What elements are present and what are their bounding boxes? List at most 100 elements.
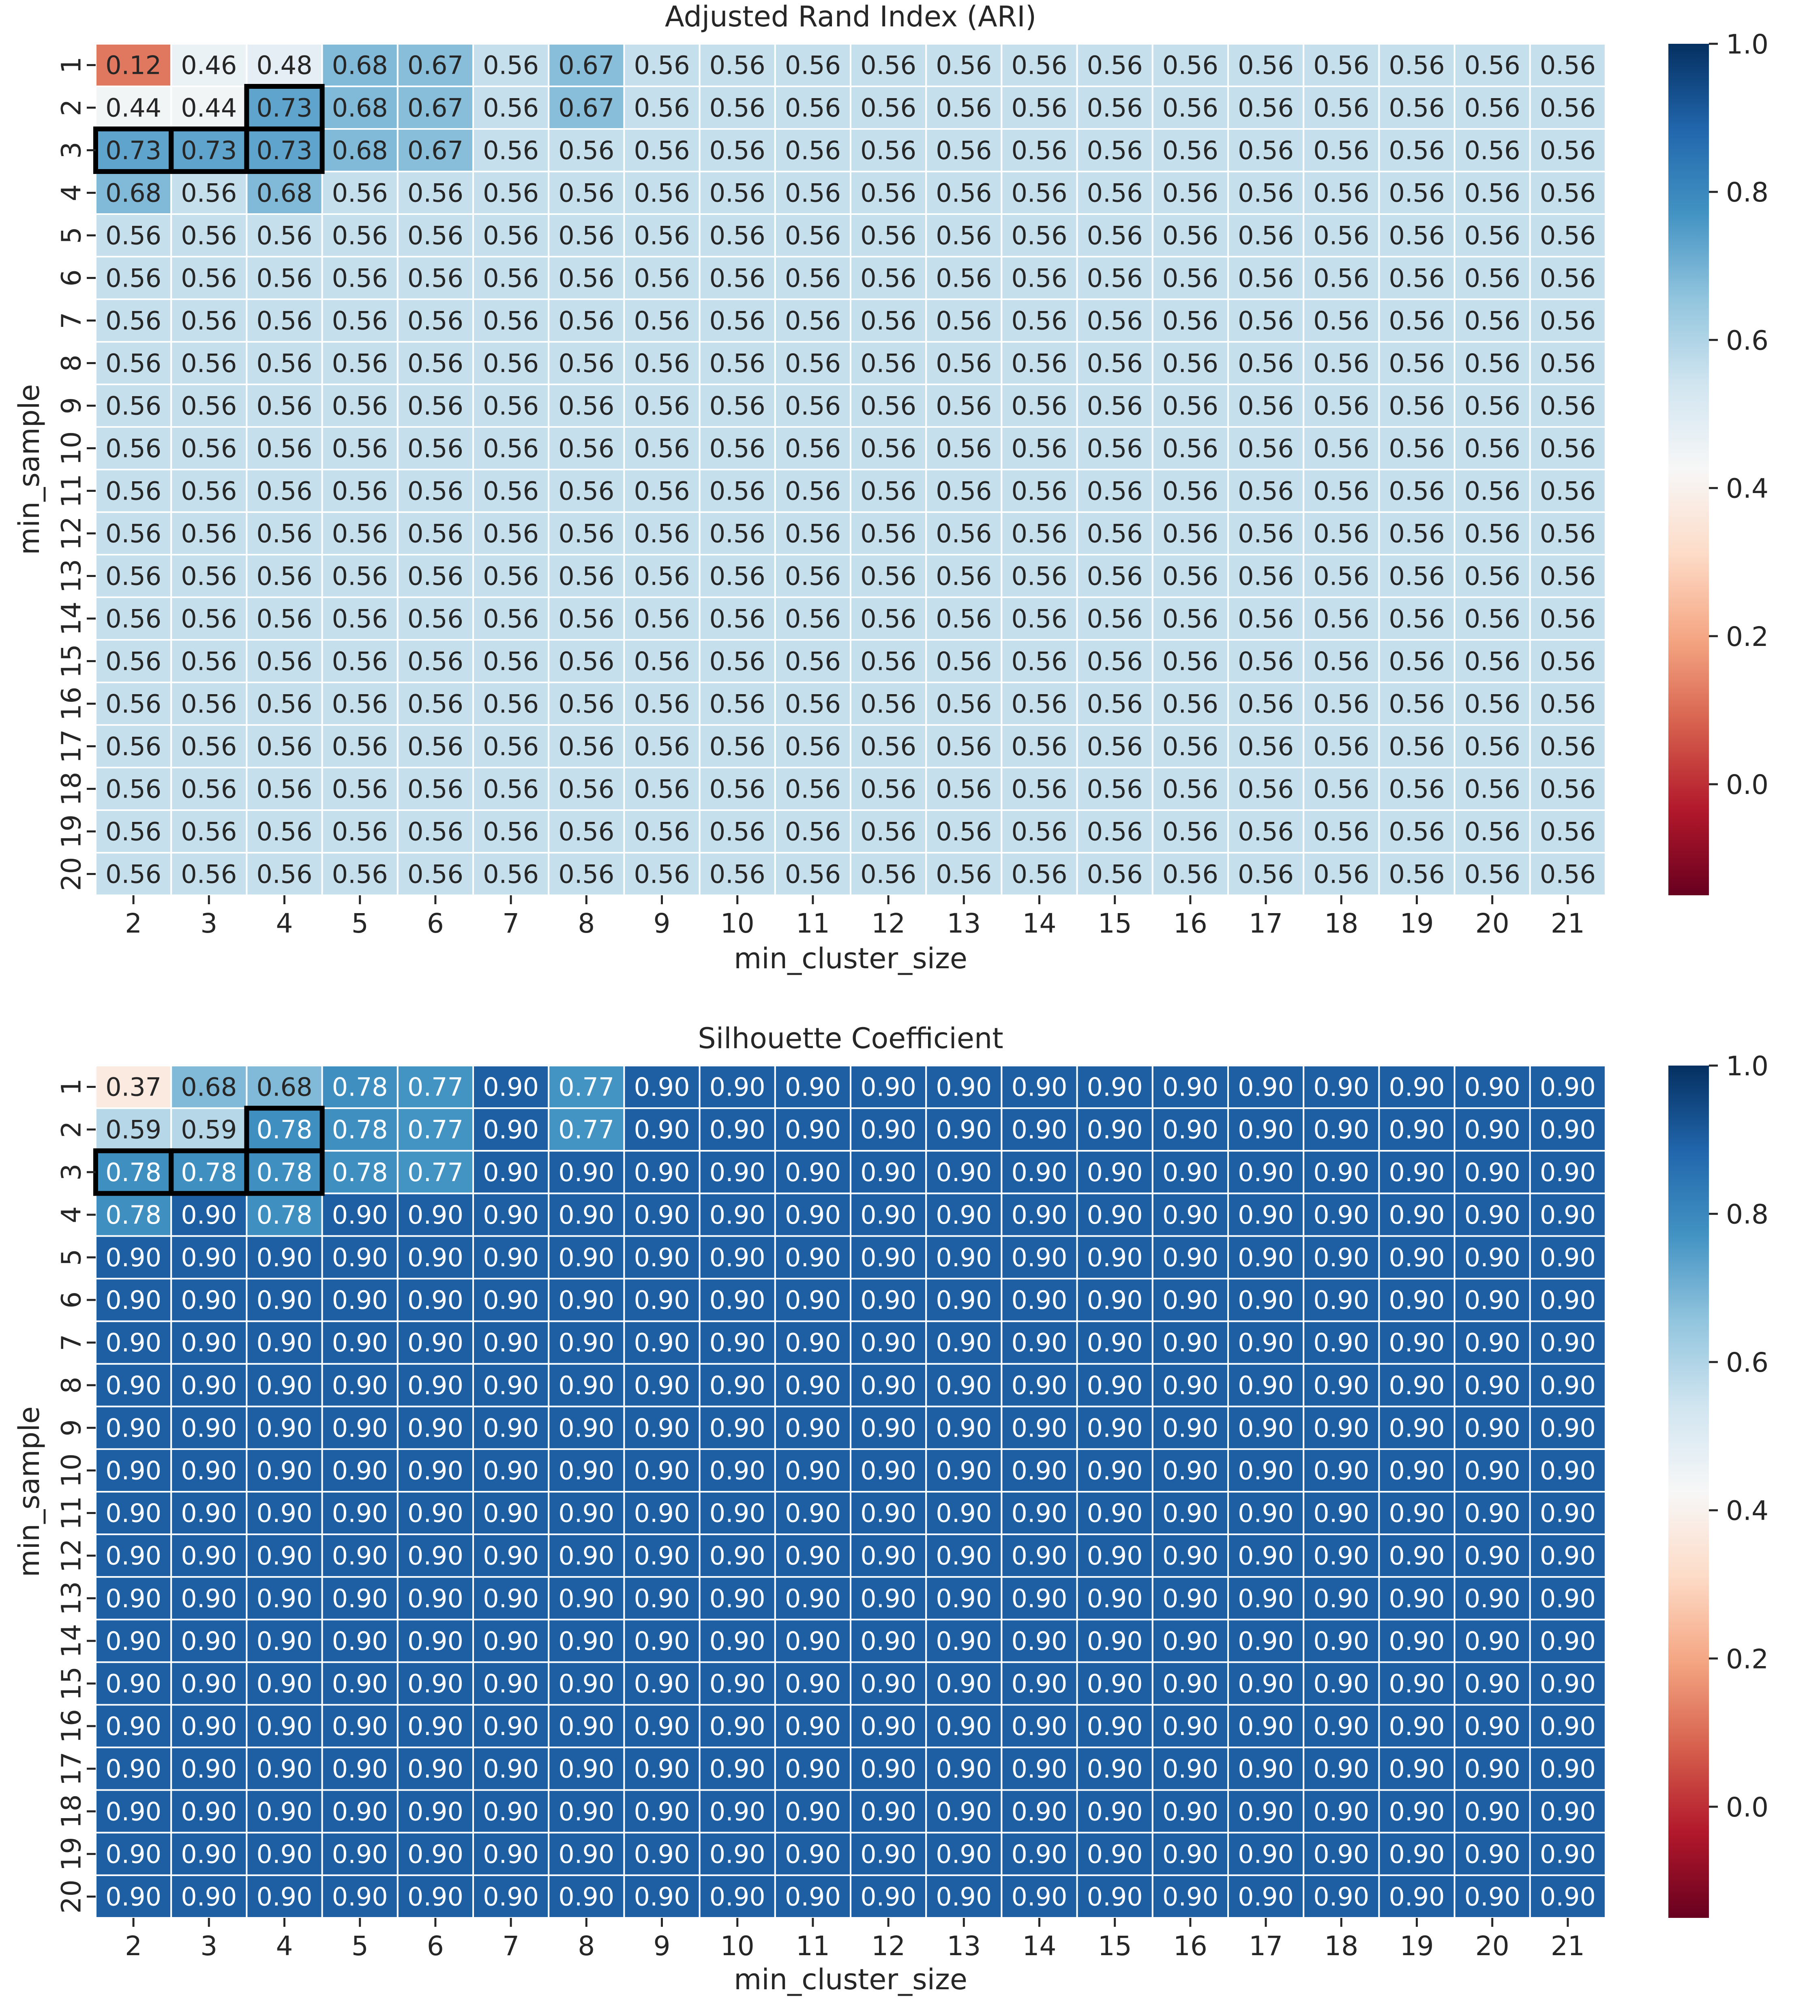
- cell-value-label: 0.90: [1389, 1456, 1445, 1485]
- cell-value-label: 0.90: [1313, 1754, 1369, 1784]
- cell-value-label: 0.90: [1087, 1711, 1143, 1741]
- cell-value-label: 0.56: [181, 221, 237, 251]
- cell-value-label: 0.56: [407, 349, 463, 378]
- cell-value-label: 0.56: [634, 434, 690, 463]
- cell-value-label: 0.90: [936, 1669, 992, 1699]
- cell-value-label: 0.90: [1464, 1370, 1520, 1400]
- cell-value-label: 0.56: [256, 221, 312, 251]
- x-tick-label: 7: [502, 908, 519, 939]
- cell-value-label: 0.56: [332, 178, 388, 208]
- cell-value-label: 0.90: [634, 1797, 690, 1826]
- cell-value-label: 0.90: [860, 1669, 916, 1699]
- cell-value-label: 0.90: [1087, 1754, 1143, 1784]
- cell-value-label: 0.90: [407, 1797, 463, 1826]
- cell-value-label: 0.56: [1313, 519, 1369, 549]
- cell-value-label: 0.90: [558, 1456, 614, 1485]
- cell-value-label: 0.56: [710, 306, 765, 336]
- cell-value-label: 0.56: [936, 689, 992, 719]
- cell-value-label: 0.90: [256, 1711, 312, 1741]
- cell-value-label: 0.90: [256, 1669, 312, 1699]
- heatmap-cell: [472, 554, 550, 598]
- cell-value-label: 0.56: [1389, 264, 1445, 293]
- cell-value-label: 0.90: [936, 1370, 992, 1400]
- y-tick-label: 1: [56, 1079, 87, 1096]
- heatmap-cell: [397, 341, 474, 385]
- heatmap-panel-1: Adjusted Rand Index (ARI)0.12 0.46 0.48 0.6…: [13, 0, 1769, 975]
- heatmap-cell: [1001, 426, 1078, 470]
- cell-value-label: 0.90: [785, 1711, 841, 1741]
- cell-value-label: 0.73: [105, 136, 161, 165]
- cell-value-label: 0.90: [181, 1754, 237, 1784]
- cell-value-label: 0.56: [1389, 774, 1445, 804]
- cell-value-label: 0.90: [1011, 1328, 1067, 1358]
- heatmap-cell: [623, 341, 701, 385]
- heatmap-cell: [623, 256, 701, 300]
- cell-value-label: 0.56: [1011, 732, 1067, 761]
- cell-value-label: 0.90: [105, 1328, 161, 1358]
- cell-value-label: 0.56: [1087, 476, 1143, 506]
- heatmap-cell: [623, 511, 701, 555]
- heatmap-cell: [397, 256, 474, 300]
- cell-value-label: 0.56: [860, 434, 916, 463]
- heatmap-cell: [1529, 596, 1607, 641]
- cell-value-label: 0.56: [1238, 732, 1294, 761]
- cell-value-label: 0.68: [105, 178, 161, 208]
- cell-value-label: 0.56: [181, 860, 237, 889]
- cell-value-label: 0.56: [483, 860, 539, 889]
- cell-value-label: 0.56: [1011, 860, 1067, 889]
- cell-value-label: 0.90: [256, 1797, 312, 1826]
- cell-value-label: 0.90: [1540, 1797, 1596, 1826]
- cell-value-label: 0.90: [558, 1669, 614, 1699]
- heatmap-cell: [774, 682, 852, 726]
- y-tick-label: 4: [56, 1206, 87, 1223]
- cell-value-label: 0.56: [1464, 562, 1520, 591]
- y-tick-label: 15: [56, 644, 87, 678]
- cell-value-label: 0.56: [1540, 817, 1596, 847]
- cell-value-label: 0.56: [483, 647, 539, 676]
- cell-value-label: 0.56: [1540, 221, 1596, 251]
- cell-value-label: 0.90: [181, 1711, 237, 1741]
- heatmap-cell: [774, 554, 852, 598]
- cell-value-label: 0.90: [1087, 1072, 1143, 1102]
- cell-value-label: 0.90: [1011, 1669, 1067, 1699]
- cell-value-label: 0.90: [558, 1328, 614, 1358]
- cell-value-label: 0.90: [558, 1285, 614, 1315]
- cell-value-label: 0.56: [256, 519, 312, 549]
- cell-value-label: 0.90: [181, 1584, 237, 1613]
- cell-value-label: 0.67: [407, 51, 463, 80]
- cell-value-label: 0.56: [105, 562, 161, 591]
- cell-value-label: 0.90: [1540, 1584, 1596, 1613]
- cell-value-label: 0.90: [1464, 1626, 1520, 1656]
- cell-value-label: 0.56: [1162, 476, 1218, 506]
- cell-value-label: 0.90: [1162, 1797, 1218, 1826]
- colorbar-tick-label: 1.0: [1726, 1051, 1769, 1082]
- colorbar-tick-label: 0.4: [1726, 473, 1769, 504]
- cell-value-label: 0.56: [1464, 434, 1520, 463]
- heatmap-cell: [548, 171, 625, 215]
- cell-value-label: 0.56: [1389, 93, 1445, 123]
- heatmap-cell: [850, 128, 927, 172]
- cell-value-label: 0.90: [181, 1413, 237, 1443]
- cell-value-label: 0.68: [332, 51, 388, 80]
- cell-value-label: 0.56: [1162, 774, 1218, 804]
- cell-value-label: 0.78: [105, 1200, 161, 1230]
- heatmap-cell: [1151, 256, 1229, 300]
- cell-value-label: 0.56: [1011, 604, 1067, 634]
- cell-value-label: 0.56: [1162, 860, 1218, 889]
- cell-value-label: 0.90: [1087, 1541, 1143, 1571]
- heatmap-cell: [170, 469, 248, 513]
- cell-value-label: 0.56: [1087, 306, 1143, 336]
- cell-value-label: 0.90: [407, 1499, 463, 1528]
- x-tick-label: 4: [276, 908, 293, 939]
- cell-value-label: 0.90: [710, 1328, 765, 1358]
- cell-value-label: 0.90: [1464, 1115, 1520, 1145]
- cell-value-label: 0.90: [634, 1882, 690, 1911]
- cell-value-label: 0.90: [1011, 1456, 1067, 1485]
- cell-value-label: 0.90: [936, 1285, 992, 1315]
- heatmap-cell: [1227, 86, 1305, 130]
- y-tick-label: 6: [56, 270, 87, 287]
- heatmap-cell: [1453, 639, 1531, 683]
- heatmap-cell: [1303, 554, 1380, 598]
- x-tick-label: 8: [578, 908, 595, 939]
- cell-value-label: 0.56: [256, 689, 312, 719]
